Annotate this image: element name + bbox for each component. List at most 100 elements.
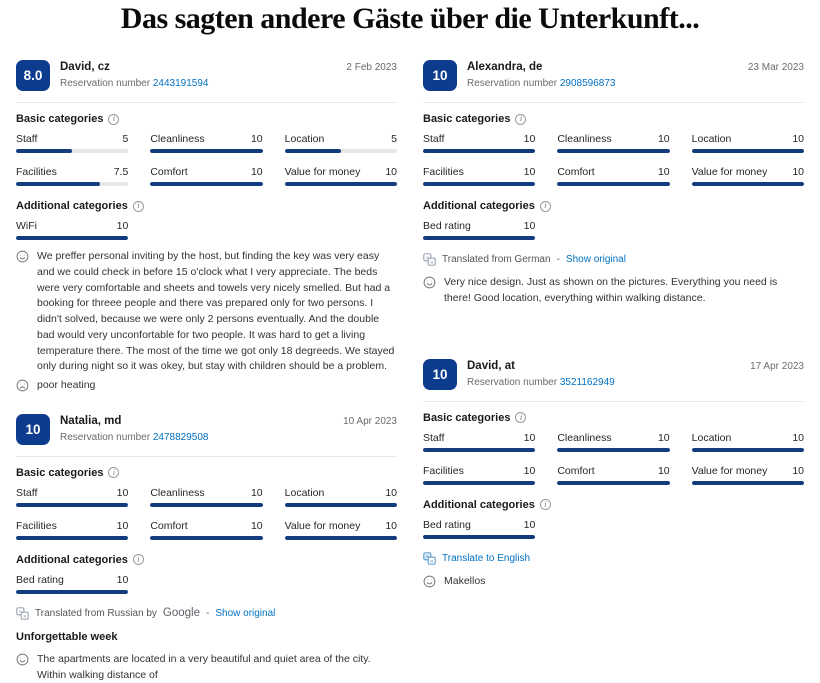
info-icon[interactable]: i <box>108 113 120 125</box>
basic-categories-heading: Basic categories i <box>16 113 397 125</box>
category-comfort: Comfort 10 <box>557 464 670 485</box>
category-score: 10 <box>385 166 397 178</box>
category-label: Cleanliness <box>557 133 612 145</box>
divider <box>16 455 397 457</box>
review-title: Unforgettable week <box>16 630 118 643</box>
reservation-number-link[interactable]: 2478829508 <box>152 431 209 443</box>
info-icon[interactable]: i <box>515 412 527 423</box>
rating-bar <box>423 182 536 186</box>
category-score: 10 <box>116 486 129 499</box>
rating-bar <box>423 447 536 452</box>
category-score: 10 <box>116 573 129 586</box>
category-score: 10 <box>250 519 263 532</box>
category-score: 10 <box>657 133 670 145</box>
rating-bar <box>423 149 536 153</box>
category-score: 10 <box>523 518 536 531</box>
category-label: Comfort <box>557 464 595 477</box>
category-score: 10 <box>523 220 536 232</box>
reservation-line: Reservation number 3521162949 <box>467 377 615 388</box>
reviews-grid: 8.0 David, cz Reservation number 2443191… <box>0 60 820 683</box>
info-icon[interactable]: i <box>132 200 144 212</box>
category-score: 10 <box>792 464 804 477</box>
rating-bar <box>284 502 397 507</box>
category-score: 10 <box>250 486 263 499</box>
rating-bar <box>284 182 397 186</box>
additional-categories-heading: Additional categories i <box>16 200 397 212</box>
category-bed-rating: Bed rating 10 <box>16 573 129 594</box>
translate-to-english-link[interactable]: Translate to English <box>442 552 531 564</box>
category-label: Facilities <box>16 166 57 178</box>
reservation-number-link[interactable]: 2443191594 <box>152 78 209 89</box>
show-original-link[interactable]: Show original <box>215 607 276 619</box>
info-icon[interactable]: i <box>539 200 551 212</box>
category-label: Location <box>691 133 732 145</box>
rating-bar <box>557 447 670 452</box>
category-bed-rating: Bed rating 10 <box>423 518 536 539</box>
category-label: Bed rating <box>16 573 64 586</box>
rating-bar <box>557 149 670 153</box>
rating-bar <box>16 502 129 507</box>
category-label: Staff <box>16 486 38 499</box>
reservation-line: Reservation number 2443191594 <box>60 78 208 89</box>
category-staff: Staff 5 <box>16 133 129 153</box>
rating-bar <box>557 480 670 485</box>
svg-text:A: A <box>426 554 430 560</box>
category-bed-rating: Bed rating 10 <box>423 220 536 240</box>
category-facilities: Facilities 10 <box>423 465 536 485</box>
rating-bar <box>284 149 397 153</box>
category-score: 10 <box>116 220 129 232</box>
category-location: Location 10 <box>691 432 804 452</box>
sad-face-icon <box>16 378 29 398</box>
info-icon[interactable]: i <box>539 499 551 510</box>
info-icon[interactable]: i <box>108 467 120 479</box>
separator: - <box>556 254 560 265</box>
category-score: 10 <box>250 133 263 145</box>
rating-bar <box>423 236 536 240</box>
category-label: Staff <box>423 431 445 444</box>
review-score-badge: 10 <box>16 413 50 445</box>
category-label: Location <box>284 133 325 145</box>
category-label: Location <box>284 486 325 499</box>
category-staff: Staff 10 <box>423 133 536 153</box>
category-score: 5 <box>122 133 129 145</box>
rating-bar <box>150 182 263 186</box>
rating-bar <box>691 447 804 452</box>
page-title: Das sagten andere Gäste über die Unterku… <box>120 2 700 35</box>
rating-bar <box>691 480 804 485</box>
category-location: Location 10 <box>284 486 397 507</box>
reservation-label: Reservation number <box>467 78 558 89</box>
review-card: 10 Alexandra, de Reservation number 2908… <box>423 60 804 307</box>
translation-text: Translated from German <box>442 254 551 265</box>
reservation-number-link[interactable]: 3521162949 <box>559 376 615 388</box>
review-date: 23 Mar 2023 <box>747 62 804 73</box>
reservation-label: Reservation number <box>467 376 558 388</box>
additional-categories-heading: Additional categories i <box>423 499 804 511</box>
review-card: 10 David, at Reservation number 35211629… <box>423 358 804 594</box>
category-label: Comfort <box>150 519 188 532</box>
category-label: Value for money <box>284 166 361 178</box>
category-score: 10 <box>657 166 670 178</box>
show-original-link[interactable]: Show original <box>565 254 626 265</box>
category-score: 10 <box>385 519 397 532</box>
category-score: 5 <box>391 133 397 145</box>
category-facilities: Facilities 10 <box>423 166 536 186</box>
review-score-badge: 10 <box>423 60 457 91</box>
category-score: 7.5 <box>113 166 129 178</box>
category-score: 10 <box>792 133 804 145</box>
review-card: 8.0 David, cz Reservation number 2443191… <box>16 60 397 398</box>
reservation-number-link[interactable]: 2908596873 <box>559 78 616 89</box>
category-label: Facilities <box>16 519 57 532</box>
review-card: 10 Natalia, md Reservation number 247882… <box>16 413 397 683</box>
info-icon[interactable]: i <box>515 113 527 125</box>
rating-bar <box>691 182 804 186</box>
category-label: WiFi <box>16 220 37 232</box>
rating-bar <box>16 236 129 240</box>
review-score-badge: 10 <box>423 358 457 390</box>
category-score: 10 <box>523 431 536 444</box>
category-facilities: Facilities 10 <box>16 519 129 540</box>
category-label: Cleanliness <box>150 133 205 145</box>
category-score: 10 <box>385 486 397 499</box>
